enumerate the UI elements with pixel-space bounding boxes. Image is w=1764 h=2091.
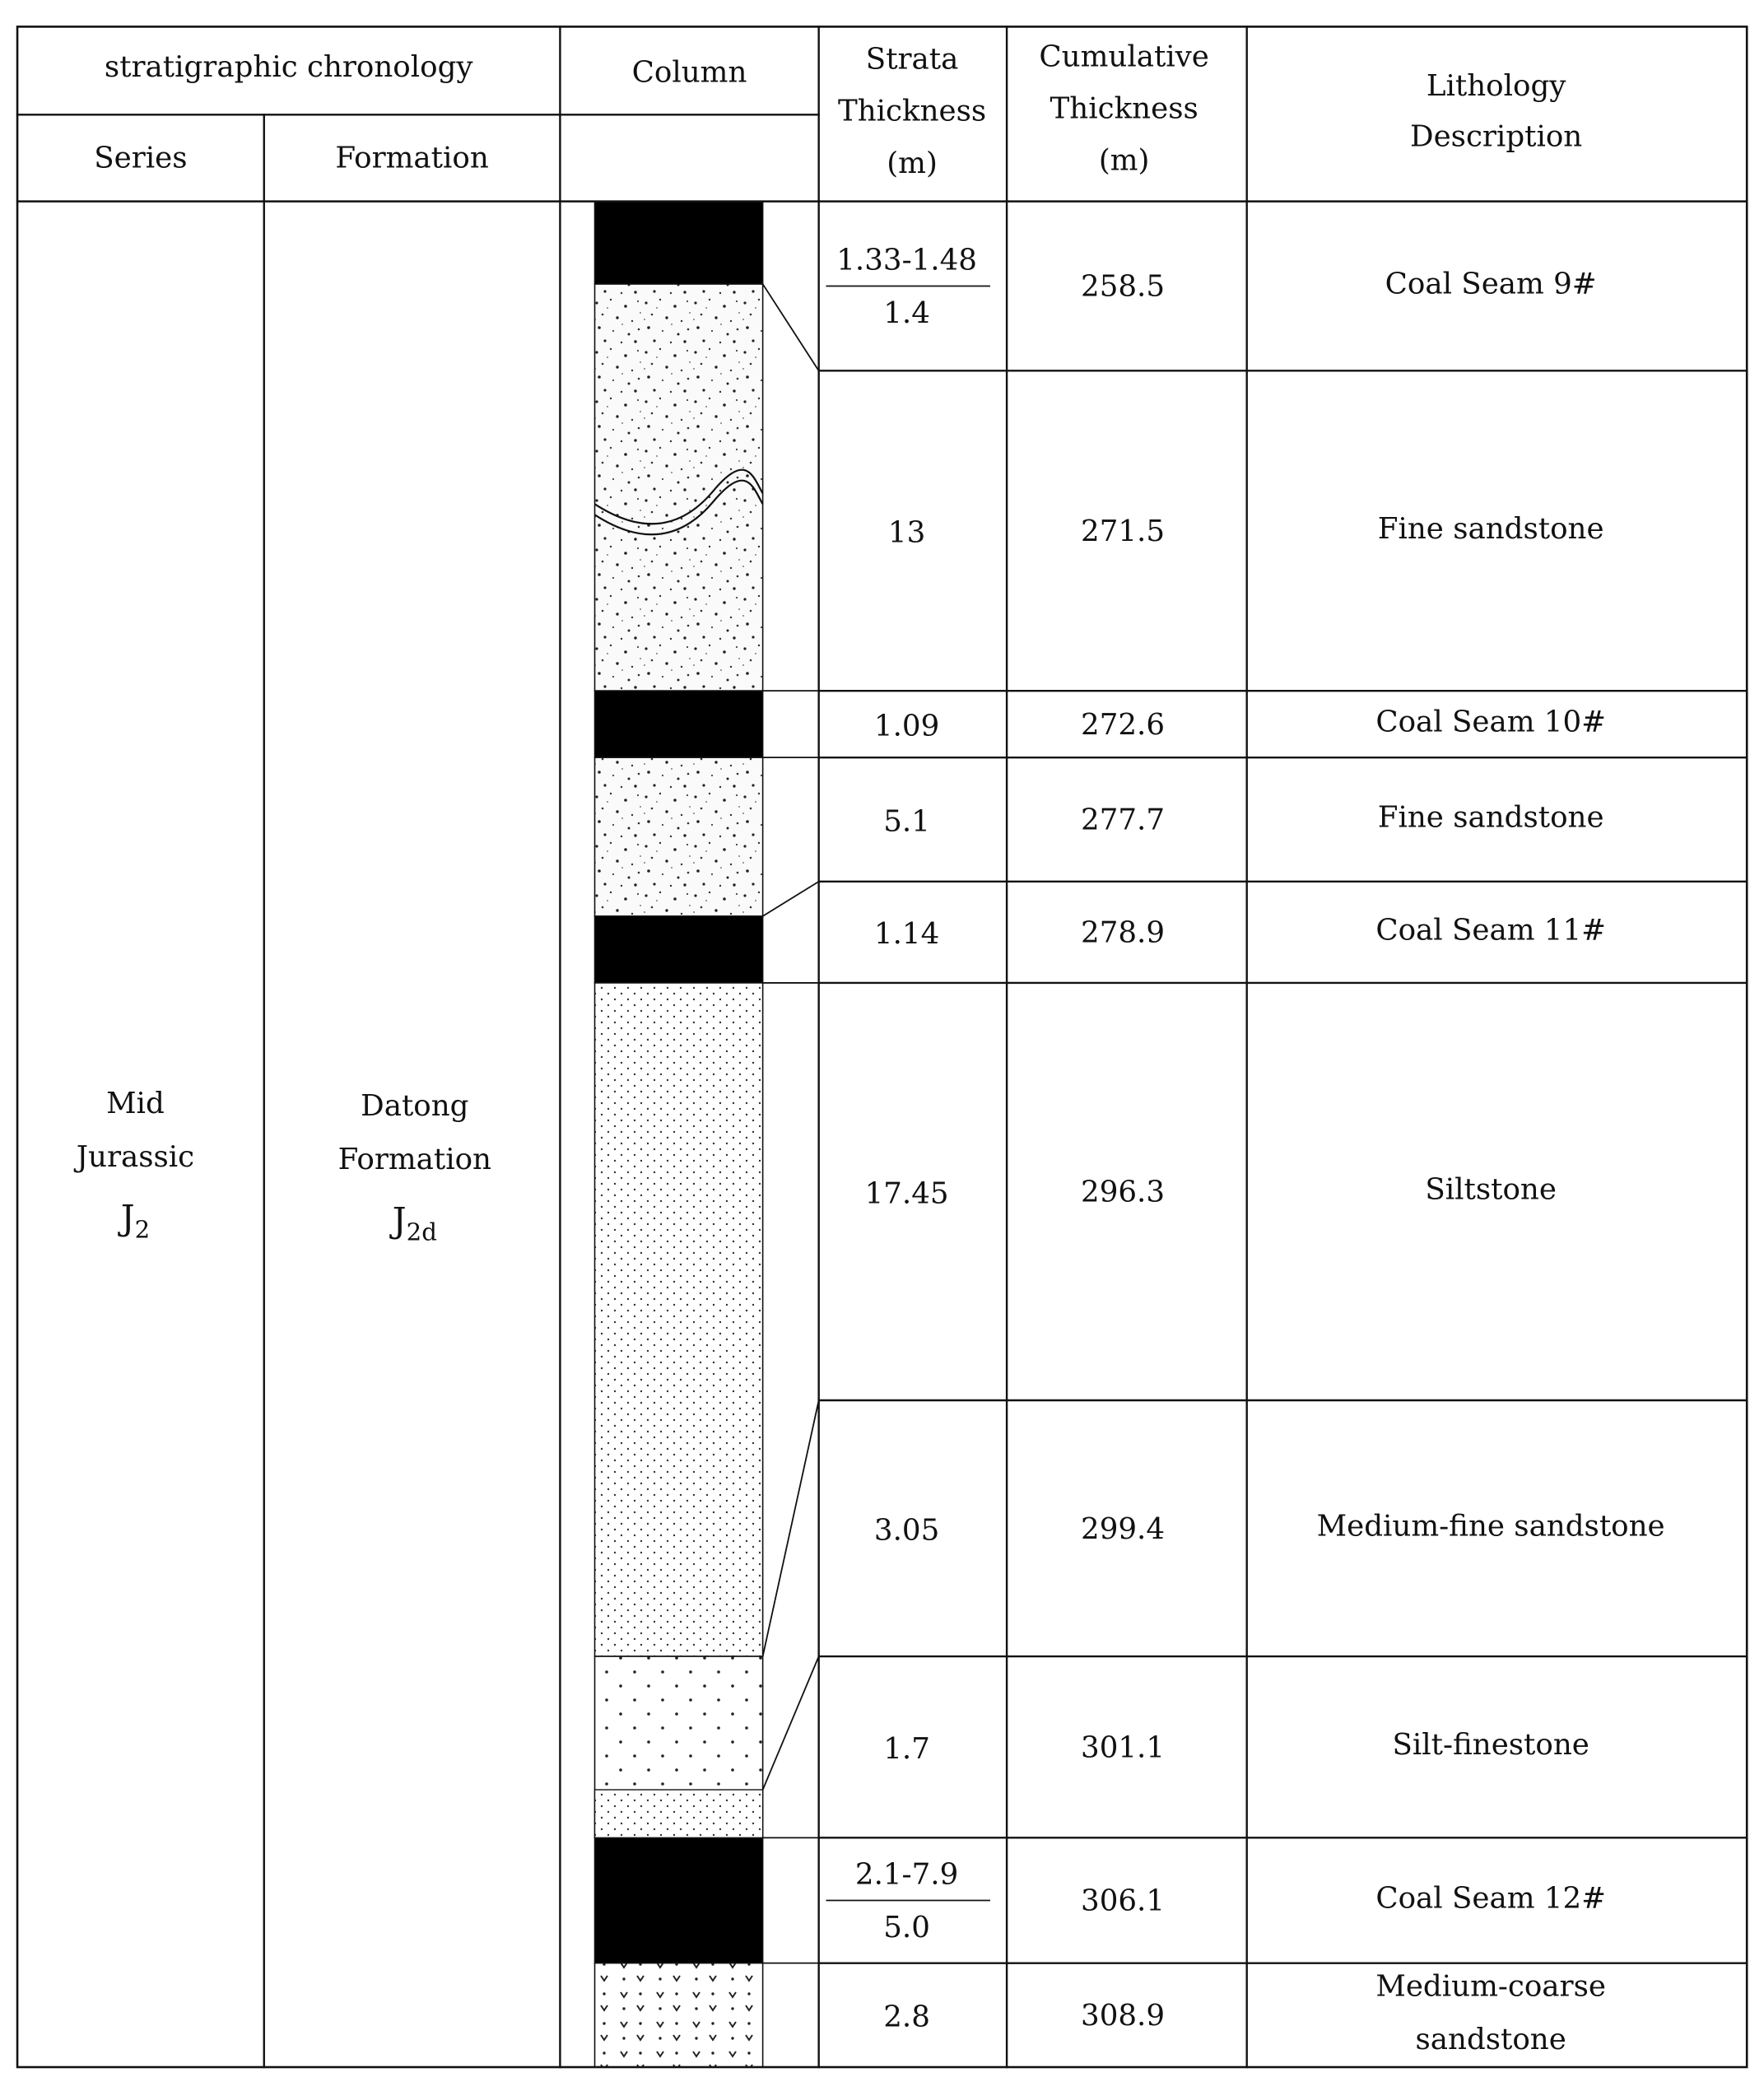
column-segment-fine-sand: [593, 757, 764, 917]
column-segment-coal: [593, 1837, 764, 1964]
table-text: stratigraphic chronology Series Formation C…: [74, 40, 1665, 2056]
header-cumulative-thickness: (m): [1099, 144, 1150, 178]
column-connector-line: [761, 1655, 820, 1791]
lithology-description: Fine sandstone: [1378, 800, 1604, 834]
thickness-value: 5.0: [883, 1911, 930, 1944]
silt-lens-band: [593, 1789, 764, 1839]
lithology-description: Medium-coarse: [1375, 1969, 1606, 2003]
parting-wave-lower: [593, 479, 764, 536]
cumulative-value: 278.9: [1081, 916, 1165, 950]
cumulative-value: 308.9: [1081, 1999, 1165, 2033]
thickness-value: 1.4: [883, 296, 930, 330]
lithology-description: Medium-fine sandstone: [1317, 1510, 1665, 1544]
cumulative-value: 277.7: [1081, 803, 1165, 837]
thickness-value: 3.05: [874, 1513, 939, 1547]
header-strata-thickness: (m): [887, 147, 938, 180]
header-formation: Formation: [335, 141, 488, 175]
column-segment-fine-sand: [593, 283, 764, 692]
thickness-value: 1.14: [874, 917, 939, 951]
lithology-description: Fine sandstone: [1378, 512, 1604, 546]
thickness-value: 17.45: [865, 1176, 949, 1210]
column-segment-coal: [593, 200, 764, 285]
column-connector-line: [761, 1399, 820, 1658]
column-connector-line: [761, 880, 820, 918]
column-segment-coarse-sand: [593, 1962, 764, 2068]
lithology-description: Coal Seam 10#: [1375, 706, 1606, 739]
series-line: Jurassic: [74, 1140, 194, 1174]
header-cumulative-thickness: Thickness: [1050, 91, 1198, 125]
header-column: Column: [632, 56, 747, 90]
header-series: Series: [94, 141, 187, 175]
parting-wave-upper: [593, 468, 764, 525]
cumulative-value: 272.6: [1081, 708, 1165, 742]
cumulative-value: 299.4: [1081, 1512, 1165, 1546]
cumulative-value: 306.1: [1081, 1884, 1165, 1918]
header-lithology: Description: [1410, 119, 1582, 153]
lithology-description: Coal Seam 11#: [1375, 913, 1606, 947]
series-symbol: J2: [118, 1197, 150, 1243]
header-cumulative-thickness: Cumulative: [1039, 40, 1208, 73]
thickness-value: 1.7: [883, 1732, 930, 1766]
header-chronology: stratigraphic chronology: [105, 50, 473, 84]
header-lithology: Lithology: [1427, 69, 1566, 103]
lithology-description: Coal Seam 12#: [1375, 1882, 1606, 1916]
formation-line: Datong: [361, 1089, 468, 1123]
formation-symbol: J2d: [389, 1200, 437, 1246]
cumulative-value: 296.3: [1081, 1176, 1165, 1209]
thickness-range: 2.1-7.9: [855, 1857, 958, 1891]
header-strata-thickness: Thickness: [838, 95, 986, 128]
outer-border: [16, 26, 1748, 2069]
column-segment-silt: [593, 982, 764, 1657]
header-strata-thickness: Strata: [866, 43, 959, 77]
cumulative-value: 271.5: [1081, 515, 1165, 548]
column-connector-line: [761, 282, 820, 372]
column-segment-coal: [593, 690, 764, 758]
thickness-range: 1.33-1.48: [836, 243, 977, 277]
thickness-value: 5.1: [883, 804, 930, 838]
cumulative-value: 301.1: [1081, 1730, 1165, 1764]
lithology-description: Siltstone: [1425, 1172, 1557, 1206]
lithology-description: Silt-finestone: [1392, 1728, 1589, 1762]
thickness-value: 1.09: [874, 710, 939, 743]
cumulative-value: 258.5: [1081, 270, 1165, 304]
thickness-value: 13: [888, 516, 925, 550]
column-fills: [593, 200, 764, 2068]
table-grid: [16, 26, 1748, 2069]
column-segment-coal: [593, 915, 764, 984]
series-line: Mid: [106, 1087, 165, 1120]
thickness-value: 2.8: [883, 2000, 930, 2034]
lithology-description: Coal Seam 9#: [1385, 267, 1597, 300]
lithology-description: sandstone: [1415, 2023, 1566, 2056]
formation-line: Formation: [338, 1143, 491, 1176]
